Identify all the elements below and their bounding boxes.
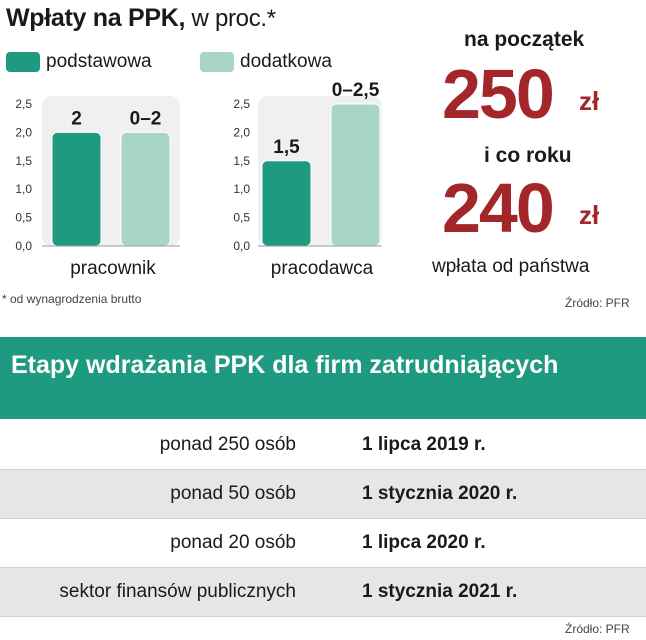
source-bottom: Źródło: PFR — [565, 622, 630, 636]
stage-label: ponad 20 osób — [170, 532, 296, 553]
y-tick-label: 0,5 — [233, 211, 250, 225]
yearly-label: i co roku — [484, 144, 572, 167]
x-axis-label: pracodawca — [271, 258, 374, 279]
bar-value-label: 1,5 — [273, 137, 300, 158]
stage-label: ponad 50 osób — [170, 483, 296, 504]
bar-chart-svg: 0,0 0,5 1,0 1,5 2,0 2,5 2 0–2 pracownik 0,0 0,5 1,0… — [15, 80, 382, 279]
y-tick-label: 2,5 — [15, 97, 32, 111]
y-tick-label: 2,0 — [233, 125, 250, 139]
y-tick-label: 1,5 — [15, 154, 32, 168]
yearly-currency: zł — [579, 200, 600, 230]
footnote: * od wynagrodzenia brutto — [2, 292, 142, 306]
y-tick-label: 0,0 — [233, 239, 250, 253]
stage-date: 1 lipca 2020 r. — [362, 532, 486, 553]
stage-date: 1 lipca 2019 r. — [362, 434, 486, 455]
y-tick-label: 1,0 — [233, 182, 250, 196]
chart-title: Wpłaty na PPK, w proc.* — [6, 4, 276, 33]
bar-podstawowa — [51, 131, 102, 247]
title-unit: w proc.* — [185, 5, 277, 32]
legend-item-podstawowa: podstawowa — [6, 50, 152, 74]
stage-row: ponad 250 osób 1 lipca 2019 r. — [0, 421, 646, 469]
bar-dodatkowa — [120, 131, 171, 247]
y-tick-label: 0,0 — [15, 239, 32, 253]
bar-value-label: 2 — [71, 108, 82, 129]
legend-label-podstawowa: podstawowa — [46, 51, 152, 72]
y-tick-label: 0,5 — [15, 211, 32, 225]
bar-podstawowa — [261, 160, 312, 247]
stage-row: ponad 20 osób 1 lipca 2020 r. — [0, 519, 646, 567]
y-tick-label: 2,0 — [15, 125, 32, 139]
row-divider — [0, 518, 646, 519]
bar-charts: 0,0 0,5 1,0 1,5 2,0 2,5 2 0–2 pracownik 0,0 0,5 1,0… — [0, 0, 420, 290]
bar-value-label: 0–2 — [130, 108, 162, 129]
stages-title: Etapy wdrażania PPK dla firm zatrudniają… — [11, 351, 559, 379]
row-divider — [0, 567, 646, 568]
row-divider — [0, 616, 646, 617]
bar-value-label: 0–2,5 — [332, 80, 380, 101]
legend-item-dodatkowa: dodatkowa — [200, 50, 332, 74]
row-divider — [0, 469, 646, 470]
x-axis-label: pracownik — [70, 258, 156, 279]
start-label: na początek — [464, 28, 585, 51]
title-main: Wpłaty na PPK, — [6, 4, 186, 32]
stage-date: 1 stycznia 2020 r. — [362, 483, 518, 504]
y-tick-label: 1,5 — [233, 154, 250, 168]
legend-swatch-dodatkowa — [200, 52, 234, 72]
source-top: Źródło: PFR — [565, 296, 630, 310]
yearly-value: 240 — [442, 169, 555, 247]
start-value: 250 — [442, 55, 555, 133]
stage-label: sektor finansów publicznych — [59, 581, 296, 602]
stage-row: sektor finansów publicznych 1 stycznia 2… — [0, 568, 646, 616]
legend-label-dodatkowa: dodatkowa — [240, 51, 332, 72]
start-currency: zł — [579, 86, 600, 116]
stage-row: ponad 50 osób 1 stycznia 2020 r. — [0, 470, 646, 518]
state-caption: wpłata od państwa — [432, 256, 590, 277]
y-tick-label: 1,0 — [15, 182, 32, 196]
stages-banner: Etapy wdrażania PPK dla firm zatrudniają… — [0, 337, 646, 419]
stage-label: ponad 250 osób — [159, 434, 296, 455]
bar-dodatkowa — [330, 103, 381, 247]
stage-date: 1 stycznia 2021 r. — [362, 581, 518, 602]
y-tick-label: 2,5 — [233, 97, 250, 111]
legend-swatch-podstawowa — [6, 52, 40, 72]
